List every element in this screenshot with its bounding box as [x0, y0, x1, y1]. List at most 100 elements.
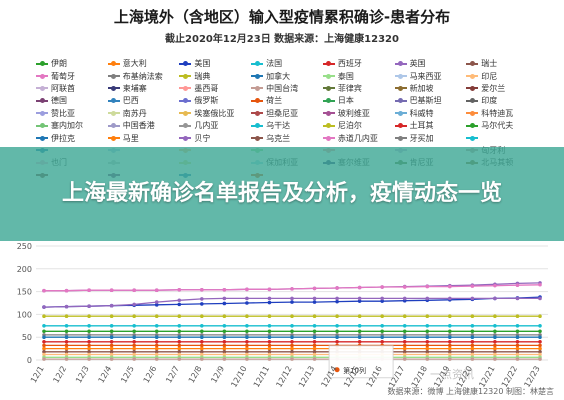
data-point — [200, 352, 204, 357]
data-point — [132, 302, 136, 307]
legend-label: 西班牙 — [337, 59, 362, 69]
data-point — [42, 346, 46, 351]
legend-label: 巴基斯坦 — [409, 96, 442, 106]
data-point — [493, 357, 497, 361]
legend-item: 赤道几内亚 — [322, 132, 393, 143]
data-point — [109, 335, 114, 340]
legend-item: 科威特 — [394, 108, 465, 119]
data-point — [402, 352, 407, 357]
legend-label: 印度 — [481, 96, 498, 106]
data-point — [425, 324, 430, 328]
legend-item: 日本 — [322, 95, 393, 106]
data-point — [335, 296, 339, 301]
data-point — [312, 352, 317, 357]
legend-marker — [36, 84, 48, 92]
legend-label: 英国 — [409, 59, 426, 69]
legend-label: 阿联酋 — [51, 83, 75, 93]
data-point — [515, 329, 520, 334]
legend-item: 荷兰 — [251, 95, 321, 106]
legend-label: 瑞典 — [194, 71, 211, 81]
legend-marker — [179, 122, 192, 130]
data-source-footer: 数据来源：微博 上海健康12320 制图：林楚言 — [387, 387, 554, 396]
data-point — [290, 339, 294, 344]
tooltip-marker — [334, 367, 340, 373]
data-point — [64, 335, 69, 340]
x-tick-label: 12/13 — [297, 365, 316, 389]
data-point — [87, 346, 91, 351]
data-point — [312, 286, 317, 291]
legend-label: 尼泊尔 — [337, 121, 362, 131]
legend-marker — [251, 134, 264, 142]
data-point — [425, 335, 430, 340]
data-point — [380, 299, 384, 303]
data-point — [515, 314, 520, 319]
data-point — [154, 300, 159, 304]
data-point — [402, 343, 407, 348]
data-point — [267, 314, 272, 319]
legend-label: 赞比亚 — [51, 108, 75, 118]
legend-item: 意大利 — [107, 58, 178, 69]
data-point — [425, 343, 430, 348]
data-point — [538, 339, 542, 344]
data-point — [312, 329, 317, 334]
watermark: 一点资讯 — [430, 368, 474, 381]
legend-label: 爱尔兰 — [481, 83, 506, 93]
data-point — [132, 357, 136, 361]
data-point — [109, 352, 114, 357]
legend-item: 伊朗 — [36, 58, 106, 69]
data-point — [335, 335, 339, 340]
legend-item: 玻利维亚 — [322, 108, 393, 119]
data-point — [109, 288, 114, 293]
legend-label: 德国 — [51, 96, 67, 106]
legend-label: 日本 — [337, 96, 354, 106]
data-point — [312, 346, 317, 351]
data-point — [222, 349, 227, 354]
data-point — [515, 339, 520, 344]
data-point — [290, 300, 294, 304]
legend-item: 俄罗斯 — [179, 95, 249, 106]
data-point — [538, 343, 542, 348]
legend-item: 葡萄牙 — [36, 70, 106, 81]
data-point — [402, 357, 407, 361]
legend-marker — [107, 134, 120, 142]
data-point — [132, 324, 136, 328]
data-point — [335, 286, 339, 290]
data-point — [177, 349, 182, 354]
legend-item: 几内亚 — [179, 120, 249, 131]
data-point — [538, 329, 542, 334]
data-point — [154, 288, 159, 293]
data-point — [470, 329, 475, 334]
data-point — [448, 346, 452, 351]
legend-marker — [394, 97, 407, 105]
data-point — [177, 287, 182, 292]
data-point — [64, 357, 69, 361]
data-point — [357, 324, 362, 328]
data-point — [200, 314, 204, 319]
data-point — [312, 339, 317, 344]
data-point — [222, 287, 227, 292]
legend-label: 坦桑尼亚 — [266, 108, 299, 118]
data-point — [177, 346, 182, 351]
legend-item: 赞比亚 — [36, 108, 106, 119]
data-point — [425, 339, 430, 344]
data-point — [290, 296, 294, 301]
legend-marker — [179, 134, 192, 142]
data-point — [448, 339, 452, 344]
data-point — [87, 324, 91, 328]
data-point — [448, 329, 452, 334]
data-point — [448, 284, 452, 289]
data-point — [470, 335, 475, 340]
legend-marker — [179, 84, 192, 92]
x-tick-label: 12/12 — [274, 365, 293, 389]
data-point — [222, 329, 227, 334]
data-point — [177, 352, 182, 357]
legend-marker — [251, 60, 264, 68]
data-point — [515, 352, 520, 357]
data-point — [245, 314, 249, 319]
data-point — [515, 296, 520, 301]
data-point — [200, 297, 204, 301]
data-point — [402, 335, 407, 340]
legend-label: 菲律宾 — [337, 83, 362, 93]
legend-label: 中国香港 — [122, 121, 155, 131]
data-point — [402, 285, 407, 289]
